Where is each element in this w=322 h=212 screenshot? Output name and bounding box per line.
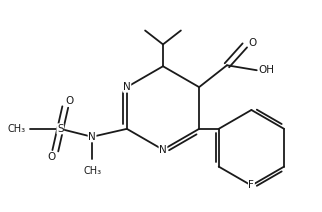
Text: N: N bbox=[159, 145, 167, 155]
Text: O: O bbox=[249, 38, 257, 48]
Text: N: N bbox=[123, 82, 131, 92]
Text: F: F bbox=[249, 180, 254, 190]
Text: S: S bbox=[57, 124, 64, 134]
Text: O: O bbox=[65, 96, 73, 106]
Text: CH₃: CH₃ bbox=[7, 124, 25, 134]
Text: O: O bbox=[47, 152, 55, 162]
Text: N: N bbox=[88, 132, 96, 142]
Text: OH: OH bbox=[259, 65, 275, 75]
Text: CH₃: CH₃ bbox=[83, 166, 101, 176]
